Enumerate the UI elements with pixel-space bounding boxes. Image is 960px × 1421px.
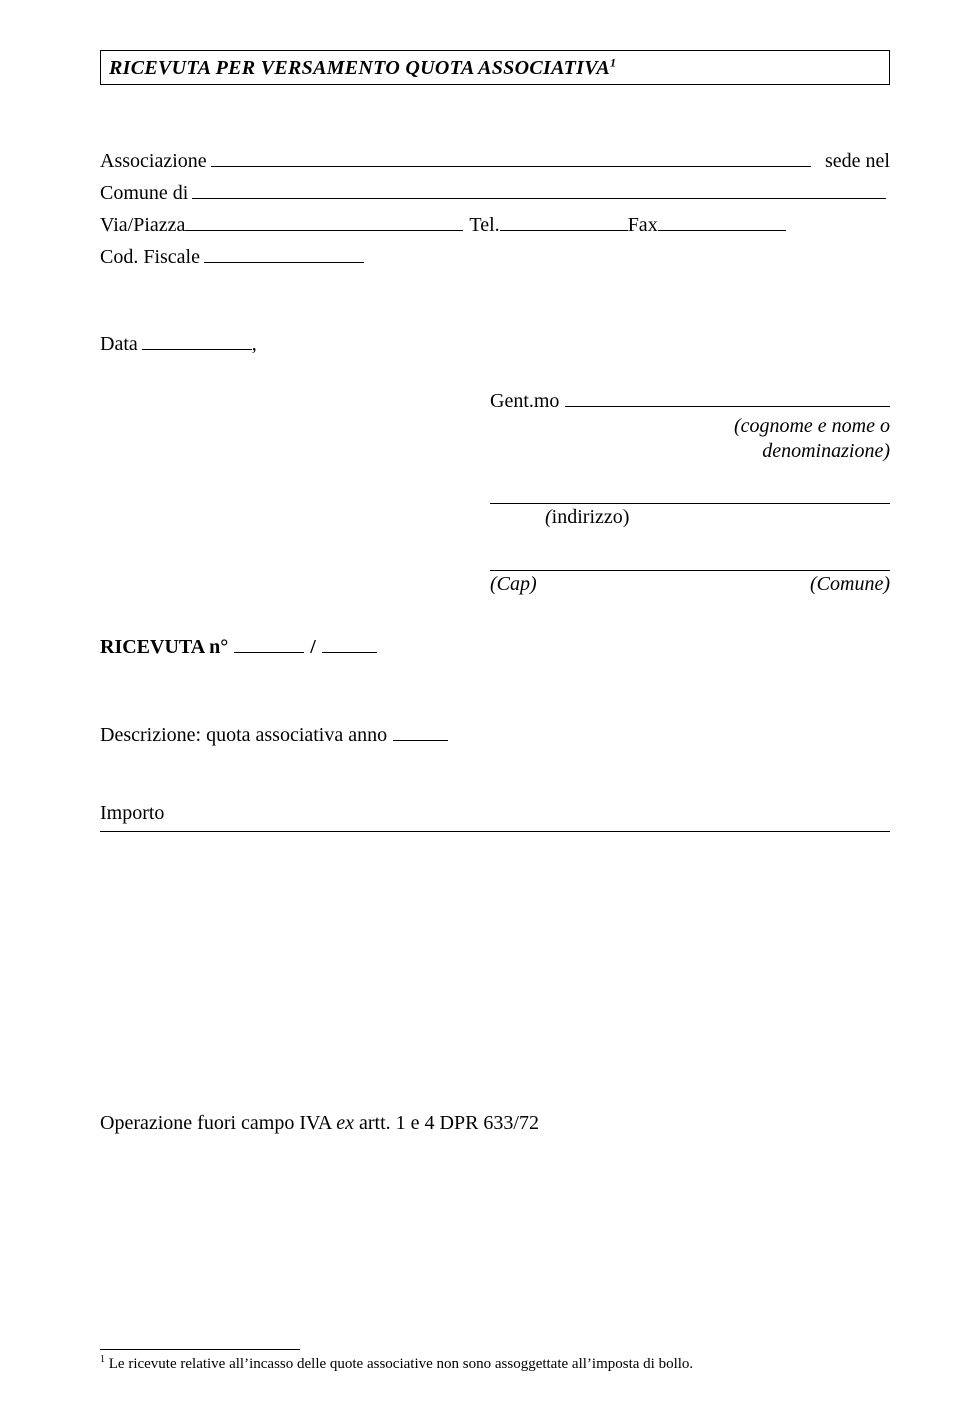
gentmo-field[interactable]: [565, 390, 890, 408]
comune-di-label: Comune di: [100, 178, 188, 209]
operazione-ex: ex: [336, 1112, 354, 1134]
recipient-block: Gent.mo (cognome e nome o denominazione)…: [490, 390, 890, 596]
title-footnote-ref: 1: [610, 55, 616, 69]
data-block: Data ,: [100, 328, 890, 360]
indirizzo-label: (indirizzo): [490, 506, 890, 529]
ricevuta-year-field[interactable]: [322, 631, 377, 653]
gentmo-label: Gent.mo: [490, 390, 559, 413]
importo-label: Importo: [100, 802, 890, 825]
row-data: Data ,: [100, 328, 890, 360]
associazione-field[interactable]: [211, 145, 811, 167]
fax-field[interactable]: [658, 209, 786, 231]
sede-nel-label: sede nel: [825, 146, 890, 177]
indirizzo-field[interactable]: [490, 485, 890, 504]
indirizzo-rest: indirizzo): [552, 506, 630, 528]
descrizione-anno-field[interactable]: [393, 719, 448, 741]
operazione-post: artt. 1 e 4 DPR 633/72: [354, 1112, 539, 1134]
row-via: Via/Piazza Tel. Fax: [100, 209, 890, 241]
comune-field[interactable]: [192, 177, 886, 199]
cap-label: (Cap): [490, 573, 537, 596]
footnote-body: Le ricevute relative all’incasso delle q…: [105, 1356, 693, 1372]
row-gentmo: Gent.mo: [490, 390, 890, 414]
cod-fiscale-field[interactable]: [204, 241, 364, 263]
cognome-note-2: denominazione): [490, 440, 890, 463]
footnote-text: 1 Le ricevute relative all’incasso delle…: [100, 1354, 890, 1373]
tel-label: Tel.: [469, 210, 499, 241]
ricevuta-slash: /: [310, 636, 316, 659]
ricevuta-n-label: RICEVUTA n°: [100, 636, 228, 659]
title-box: RICEVUTA PER VERSAMENTO QUOTA ASSOCIATIV…: [100, 50, 890, 85]
association-block: Associazione sede nel Comune di Via/Piaz…: [100, 145, 890, 273]
descrizione-row: Descrizione: quota associativa anno: [100, 719, 890, 747]
footnote-area: 1 Le ricevute relative all’incasso delle…: [100, 1349, 890, 1373]
data-comma: ,: [252, 329, 257, 360]
data-field[interactable]: [142, 328, 252, 350]
operazione-text: Operazione fuori campo IVA ex artt. 1 e …: [100, 1112, 890, 1135]
page-container: RICEVUTA PER VERSAMENTO QUOTA ASSOCIATIV…: [0, 0, 960, 1175]
via-field[interactable]: [185, 209, 463, 231]
footnote-separator: [100, 1349, 300, 1350]
cap-comune-row: (Cap) (Comune): [490, 573, 890, 596]
row-comune: Comune di: [100, 177, 890, 209]
associazione-label: Associazione: [100, 146, 207, 177]
title-main: RICEVUTA PER VERSAMENTO QUOTA ASSOCIATIV…: [109, 57, 610, 79]
cod-fiscale-label: Cod. Fiscale: [100, 242, 200, 273]
ricevuta-number-row: RICEVUTA n° /: [100, 631, 890, 659]
indirizzo-open: (: [545, 506, 552, 528]
title-text: RICEVUTA PER VERSAMENTO QUOTA ASSOCIATIV…: [109, 57, 616, 79]
row-codfiscale: Cod. Fiscale: [100, 241, 890, 273]
operazione-pre: Operazione fuori campo IVA: [100, 1112, 336, 1134]
descrizione-label: Descrizione: quota associativa anno: [100, 724, 387, 747]
cognome-note-1: (cognome e nome o: [490, 415, 890, 438]
via-piazza-label: Via/Piazza: [100, 210, 185, 241]
data-label: Data: [100, 329, 138, 360]
importo-field-line[interactable]: [100, 831, 890, 832]
comune-label: (Comune): [810, 573, 890, 596]
row-associazione: Associazione sede nel: [100, 145, 890, 177]
fax-label: Fax: [628, 210, 658, 241]
tel-field[interactable]: [500, 209, 628, 231]
cap-comune-field[interactable]: [490, 551, 890, 570]
ricevuta-n-field[interactable]: [234, 631, 304, 653]
